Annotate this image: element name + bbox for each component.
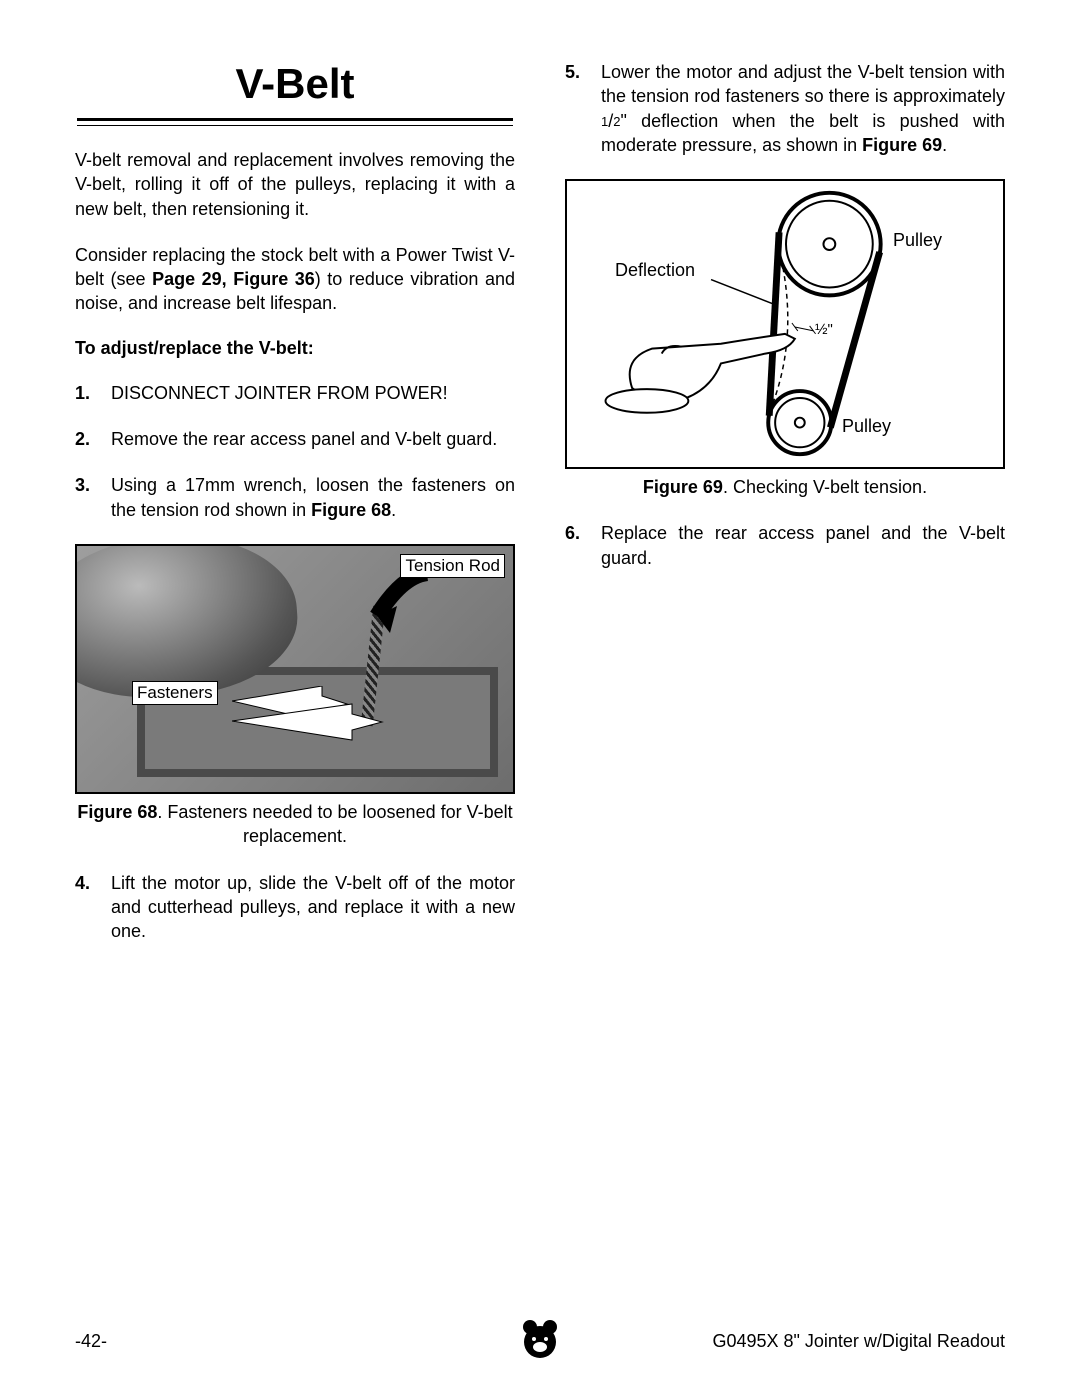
page-number: -42- [75,1331,107,1352]
figure-68: Tension Rod Fasteners [75,544,515,794]
fig68-arrow-fasteners [232,686,412,746]
s5f1: 1 [601,114,608,129]
hand-icon [606,334,795,413]
step-num: 4. [75,871,111,944]
step-body: Lower the motor and adjust the V-belt te… [601,60,1005,157]
step-body: DISCONNECT JOINTER FROM POWER! [111,381,515,405]
step-body: Remove the rear access panel and V-belt … [111,427,515,451]
fig69-svg [567,181,1003,467]
intro-para-1: V-belt removal and replacement involves … [75,148,515,221]
title-rule [77,118,513,126]
figure-69: Deflection Pulley Pulley ½" [565,179,1005,469]
steps-subhead: To adjust/replace the V-belt: [75,338,515,359]
left-column: V-Belt V-belt removal and replacement in… [75,60,515,965]
steps-list-left: 1. DISCONNECT JOINTER FROM POWER! 2. Rem… [75,381,515,522]
step-body: Lift the motor up, slide the V-belt off … [111,871,515,944]
s3b: Figure 68 [311,500,391,520]
s5d: . [942,135,947,155]
bear-logo-icon [520,1317,560,1359]
step-num: 1. [75,381,111,405]
callout-fasteners: Fasteners [132,681,218,705]
step-num: 5. [565,60,601,157]
step-1: 1. DISCONNECT JOINTER FROM POWER! [75,381,515,405]
fig69-cap: . Checking V-belt tension. [723,477,927,497]
step-num: 3. [75,473,111,522]
p2-ref: Page 29, Figure 36 [152,269,315,289]
s5a: Lower the motor and adjust the V-belt te… [601,62,1005,106]
label-deflection: Deflection [615,260,695,281]
step-num: 6. [565,521,601,570]
page-title: V-Belt [75,60,515,108]
label-pulley-bottom: Pulley [842,416,891,437]
step-num: 2. [75,427,111,451]
step-5: 5. Lower the motor and adjust the V-belt… [565,60,1005,157]
title-block: V-Belt [75,60,515,126]
step-body: Using a 17mm wrench, loosen the fastener… [111,473,515,522]
intro-para-2: Consider replacing the stock belt with a… [75,243,515,316]
fig68-label: Figure 68 [77,802,157,822]
step-2: 2. Remove the rear access panel and V-be… [75,427,515,451]
steps-list-right: 5. Lower the motor and adjust the V-belt… [565,60,1005,157]
label-pulley-top: Pulley [893,230,942,251]
figure-68-caption: Figure 68. Fasteners needed to be loosen… [75,800,515,849]
label-half-inch: ½" [815,321,833,338]
step-3: 3. Using a 17mm wrench, loosen the faste… [75,473,515,522]
callout-tension-rod: Tension Rod [400,554,505,578]
s5c: Figure 69 [862,135,942,155]
s3c: . [391,500,396,520]
step-body: Replace the rear access panel and the V-… [601,521,1005,570]
fig69-label: Figure 69 [643,477,723,497]
doc-title: G0495X 8" Jointer w/Digital Readout [712,1331,1005,1352]
steps-list-left-2: 4. Lift the motor up, slide the V-belt o… [75,871,515,944]
step-6: 6. Replace the rear access panel and the… [565,521,1005,570]
figure-69-caption: Figure 69. Checking V-belt tension. [565,475,1005,499]
step-4: 4. Lift the motor up, slide the V-belt o… [75,871,515,944]
steps-list-right-2: 6. Replace the rear access panel and the… [565,521,1005,570]
right-column: 5. Lower the motor and adjust the V-belt… [565,60,1005,965]
fig68-cap: . Fasteners needed to be loosened for V-… [157,802,512,846]
